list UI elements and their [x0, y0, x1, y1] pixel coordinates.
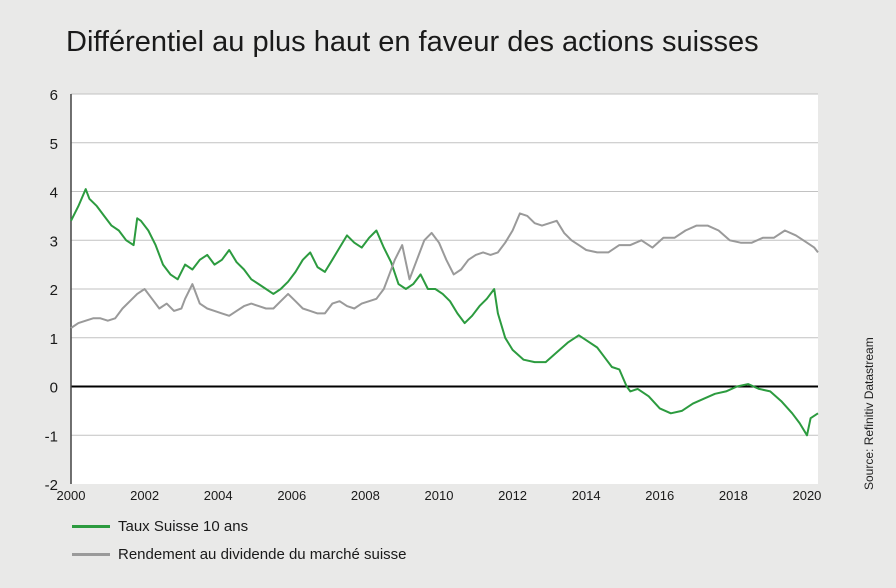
y-tick-label: 6 — [50, 87, 58, 104]
x-tick-label: 2008 — [351, 488, 380, 503]
legend-swatch-taux — [72, 524, 110, 528]
series-line-taux — [70, 188, 819, 437]
chart-legend: Taux Suisse 10 ans Rendement au dividend… — [72, 512, 407, 568]
x-tick-label: 2020 — [792, 488, 821, 503]
x-tick-label: 2004 — [204, 488, 233, 503]
legend-item-taux: Taux Suisse 10 ans — [72, 512, 407, 540]
y-tick-label: 4 — [50, 185, 58, 202]
x-tick-label: 2010 — [425, 488, 454, 503]
y-tick-label: -2 — [45, 477, 58, 494]
y-tick-label: 5 — [50, 136, 58, 153]
legend-label-taux: Taux Suisse 10 ans — [118, 517, 249, 535]
y-tick-label: -1 — [45, 428, 58, 445]
x-tick-label: 2016 — [645, 488, 674, 503]
x-tick-label: 2014 — [572, 488, 601, 503]
y-tick-label: 2 — [50, 282, 58, 299]
legend-item-rendement: Rendement au dividende du marché suisse — [72, 540, 407, 568]
source-note: Source: Refinitiv Datastream — [862, 337, 876, 490]
x-tick-label: 2006 — [277, 488, 306, 503]
chart-title: Différentiel au plus haut en faveur des … — [66, 26, 759, 58]
x-tick-label: 2000 — [57, 488, 86, 503]
x-tick-label: 2018 — [719, 488, 748, 503]
y-tick-label: 3 — [50, 233, 58, 250]
legend-label-rendement: Rendement au dividende du marché suisse — [118, 545, 407, 563]
x-tick-label: 2012 — [498, 488, 527, 503]
legend-swatch-rendement — [72, 552, 110, 556]
series-line-rendement — [70, 212, 819, 329]
y-tick-label: 0 — [50, 380, 58, 397]
x-tick-label: 2002 — [130, 488, 159, 503]
y-tick-label: 1 — [50, 331, 58, 348]
